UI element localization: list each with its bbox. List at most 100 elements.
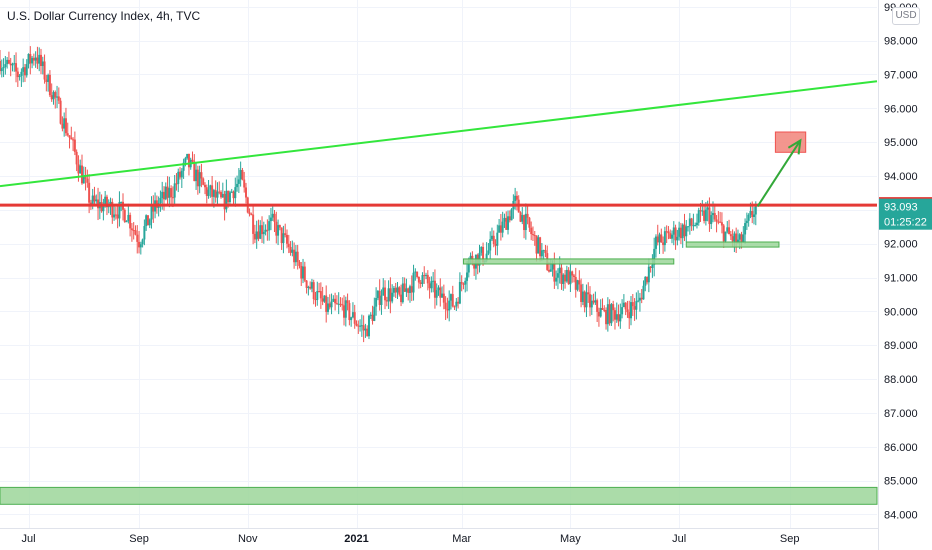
candle-body: [528, 217, 531, 228]
candle-body: [127, 214, 130, 222]
candle-body: [384, 287, 387, 301]
candle-body: [237, 179, 240, 184]
candle-body: [187, 153, 190, 168]
candle-body: [615, 314, 618, 320]
candle-body: [656, 236, 659, 243]
candle-body: [145, 215, 148, 227]
candle-body: [316, 290, 319, 300]
candle-body: [665, 231, 668, 233]
candle-body: [41, 61, 44, 67]
candle-body: [325, 295, 328, 312]
candle-body: [75, 151, 78, 165]
candle-body: [280, 227, 283, 244]
candle-body: [287, 243, 290, 247]
candle-body: [203, 184, 206, 188]
candle-body: [462, 283, 465, 285]
candle-body: [343, 305, 346, 318]
candle-body: [225, 190, 228, 210]
candle-body: [84, 177, 87, 179]
candle-body: [638, 297, 641, 301]
candle-body: [712, 213, 715, 216]
candle-body: [23, 67, 26, 76]
candle-body: [699, 210, 702, 212]
candle-body: [719, 221, 722, 223]
candle-body: [726, 227, 729, 232]
candle-body: [111, 201, 114, 218]
candle-body: [220, 192, 223, 198]
candle-body: [576, 280, 579, 290]
candle-body: [323, 295, 326, 302]
candle-body: [184, 158, 187, 163]
candle-body: [572, 275, 575, 278]
candle-body: [200, 172, 203, 179]
candle-body: [437, 287, 440, 291]
candle-body: [348, 303, 351, 321]
candle-body: [207, 189, 210, 196]
symbol-title[interactable]: U.S. Dollar Currency Index, 4h, TVC: [7, 9, 201, 23]
candle-body: [132, 230, 135, 232]
candle-body: [396, 287, 399, 293]
candle-body: [428, 283, 431, 289]
y-tick-label: 84.000: [884, 509, 918, 521]
candle-body: [695, 222, 698, 226]
candle-body: [353, 312, 356, 324]
candle-body: [375, 298, 378, 307]
candle-body: [444, 302, 447, 310]
candle-body: [22, 67, 25, 72]
candle-body: [647, 266, 650, 283]
candle-body: [294, 251, 297, 263]
candle-body: [580, 284, 583, 302]
candle-body: [672, 227, 675, 235]
candle-body: [39, 54, 42, 67]
candle-body: [539, 237, 542, 257]
candle-body: [751, 211, 754, 218]
candle-body: [624, 302, 627, 310]
candle-body: [171, 197, 174, 199]
candle-body: [116, 214, 119, 219]
candle-body: [57, 96, 60, 101]
candle-body: [410, 286, 413, 293]
candle-body: [419, 282, 422, 284]
candle-body: [120, 201, 123, 203]
candle-body: [496, 232, 499, 246]
candle-body: [585, 292, 588, 308]
arrow-head: [787, 138, 802, 155]
candle-body: [683, 224, 686, 237]
currency-button[interactable]: USD: [892, 7, 920, 25]
candle-body: [113, 214, 116, 218]
candle-body: [446, 309, 449, 311]
candle-body: [724, 231, 727, 242]
candle-body: [25, 64, 28, 76]
candle-body: [70, 137, 73, 140]
candle-body: [548, 269, 551, 272]
candle-body: [416, 271, 419, 278]
candle-body: [635, 301, 638, 310]
candle-body: [29, 53, 32, 64]
candle-body: [553, 263, 556, 282]
candle-body: [335, 303, 338, 305]
candle-body: [421, 275, 424, 284]
candle-body: [248, 212, 251, 215]
candle-body: [537, 237, 540, 254]
candle-body: [205, 187, 208, 196]
candle-body: [334, 298, 337, 304]
candle-body: [105, 196, 108, 208]
candle-body: [674, 227, 677, 241]
candle-body: [34, 57, 37, 61]
candle-body: [252, 214, 255, 234]
candle-body: [681, 224, 684, 239]
candle-body: [91, 195, 94, 206]
candle-body: [223, 193, 226, 210]
candle-body: [45, 79, 48, 82]
candle-body: [589, 294, 592, 308]
y-tick-label: 97.000: [884, 69, 918, 81]
candle-body: [662, 242, 665, 246]
y-tick-label: 91.000: [884, 273, 918, 285]
candle-body: [405, 288, 408, 292]
candle-body: [569, 271, 572, 285]
candle-body: [613, 310, 616, 320]
x-tick-label: 2021: [344, 533, 368, 545]
candle-body: [606, 304, 609, 325]
candle-body: [612, 304, 615, 311]
